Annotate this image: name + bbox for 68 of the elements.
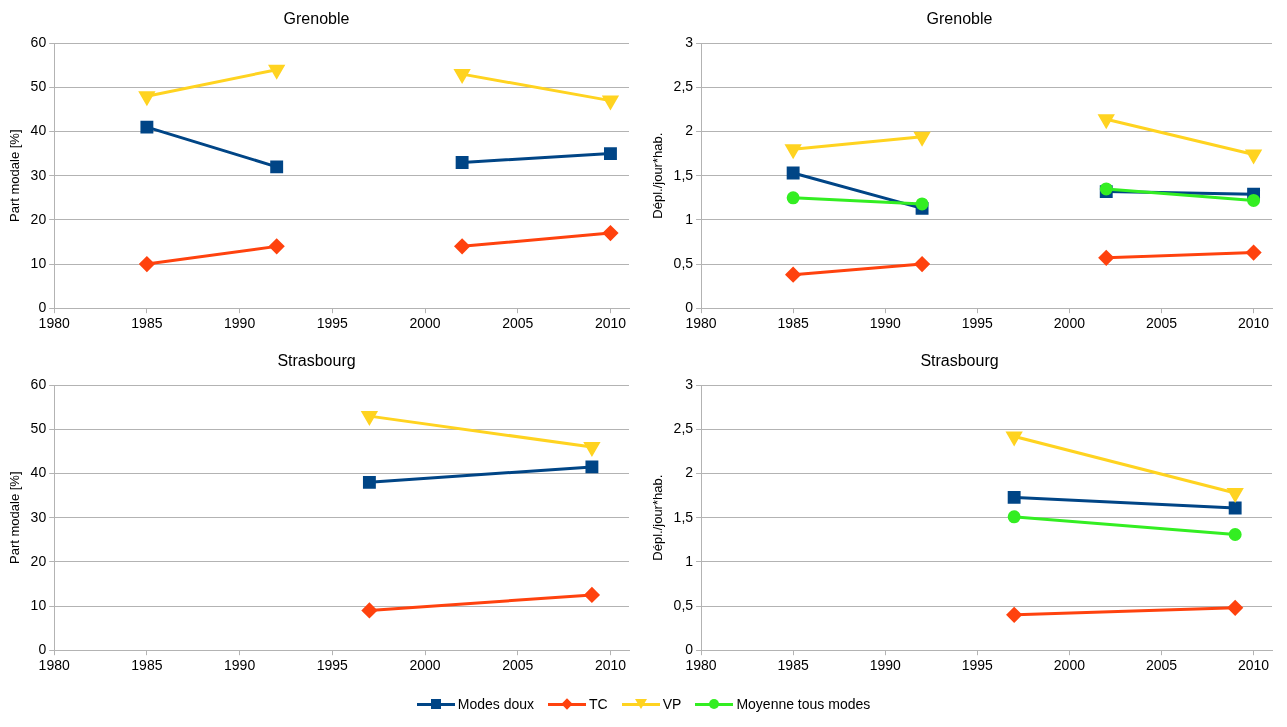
y-tick-label: 0,5 bbox=[673, 596, 694, 613]
y-tick-label: 20 bbox=[30, 210, 47, 227]
y-tick-label: 2 bbox=[685, 464, 694, 481]
y-tick-label: 60 bbox=[30, 376, 47, 393]
y-tick-label: 30 bbox=[30, 508, 47, 525]
y-tick-label: 1 bbox=[685, 210, 694, 227]
x-tick-label: 1990 bbox=[224, 657, 256, 674]
y-tick-label: 0 bbox=[685, 641, 694, 658]
legend-label: Modes doux bbox=[457, 696, 535, 712]
chart-title: Strasbourg bbox=[277, 352, 356, 370]
x-tick-label: 1995 bbox=[961, 315, 994, 332]
y-tick-label: 60 bbox=[30, 34, 47, 51]
y-tick-label: 1,5 bbox=[673, 166, 694, 183]
x-tick-label: 2000 bbox=[409, 315, 441, 332]
y-axis-title: Part modale [%] bbox=[7, 129, 23, 222]
y-tick-label: 3 bbox=[685, 376, 694, 393]
y-tick-label: 50 bbox=[30, 78, 47, 95]
y-axis-title: Part modale [%] bbox=[7, 471, 23, 564]
legend-label: VP bbox=[662, 696, 682, 712]
legend-label: Moyenne tous modes bbox=[736, 696, 871, 712]
x-tick-label: 2005 bbox=[1145, 315, 1178, 332]
x-tick-label: 2010 bbox=[594, 315, 627, 332]
x-tick-label: 1985 bbox=[131, 315, 163, 332]
x-tick-label: 1995 bbox=[316, 657, 349, 674]
x-tick-label: 1980 bbox=[685, 657, 717, 674]
x-tick-label: 1985 bbox=[131, 657, 163, 674]
y-tick-label: 2,5 bbox=[673, 420, 694, 437]
x-tick-label: 2005 bbox=[502, 657, 534, 674]
legend-label: TC bbox=[589, 696, 608, 712]
y-axis-title: Dépl./jour*hab. bbox=[650, 474, 666, 561]
y-tick-label: 20 bbox=[30, 552, 47, 569]
x-tick-label: 1995 bbox=[961, 657, 994, 674]
y-tick-label: 10 bbox=[30, 596, 47, 613]
x-tick-label: 1980 bbox=[38, 657, 70, 674]
y-tick-label: 10 bbox=[30, 254, 47, 271]
x-tick-label: 2010 bbox=[594, 657, 627, 674]
x-tick-label: 2010 bbox=[1238, 315, 1270, 332]
y-tick-label: 0 bbox=[38, 299, 47, 316]
x-tick-label: 1995 bbox=[316, 315, 349, 332]
x-tick-label: 1990 bbox=[869, 657, 902, 674]
x-tick-label: 1980 bbox=[685, 315, 717, 332]
x-tick-label: 2000 bbox=[1053, 315, 1086, 332]
x-tick-label: 2010 bbox=[1238, 657, 1270, 674]
chart-title: Grenoble bbox=[926, 10, 993, 28]
y-tick-label: 40 bbox=[30, 122, 47, 139]
y-tick-label: 30 bbox=[30, 166, 47, 183]
chart-title: Strasbourg bbox=[920, 352, 999, 370]
y-tick-label: 40 bbox=[30, 464, 47, 481]
x-tick-label: 1985 bbox=[777, 657, 809, 674]
chart-title: Grenoble bbox=[283, 10, 350, 28]
x-tick-label: 1985 bbox=[777, 315, 809, 332]
x-tick-label: 2005 bbox=[502, 315, 534, 332]
y-tick-label: 1,5 bbox=[673, 508, 694, 525]
y-tick-label: 2 bbox=[685, 122, 694, 139]
y-tick-label: 0 bbox=[685, 299, 694, 316]
y-tick-label: 2,5 bbox=[673, 78, 694, 95]
y-tick-label: 1 bbox=[685, 552, 694, 569]
x-tick-label: 2005 bbox=[1145, 657, 1178, 674]
x-tick-label: 1980 bbox=[38, 315, 70, 332]
x-tick-label: 2000 bbox=[409, 657, 441, 674]
y-tick-label: 0,5 bbox=[673, 254, 694, 271]
y-axis-title: Dépl./jour*hab. bbox=[650, 132, 666, 219]
y-tick-label: 3 bbox=[685, 34, 694, 51]
x-tick-label: 1990 bbox=[224, 315, 256, 332]
x-tick-label: 1990 bbox=[869, 315, 902, 332]
x-tick-label: 2000 bbox=[1053, 657, 1086, 674]
y-tick-label: 50 bbox=[30, 420, 47, 437]
y-tick-label: 0 bbox=[38, 641, 47, 658]
